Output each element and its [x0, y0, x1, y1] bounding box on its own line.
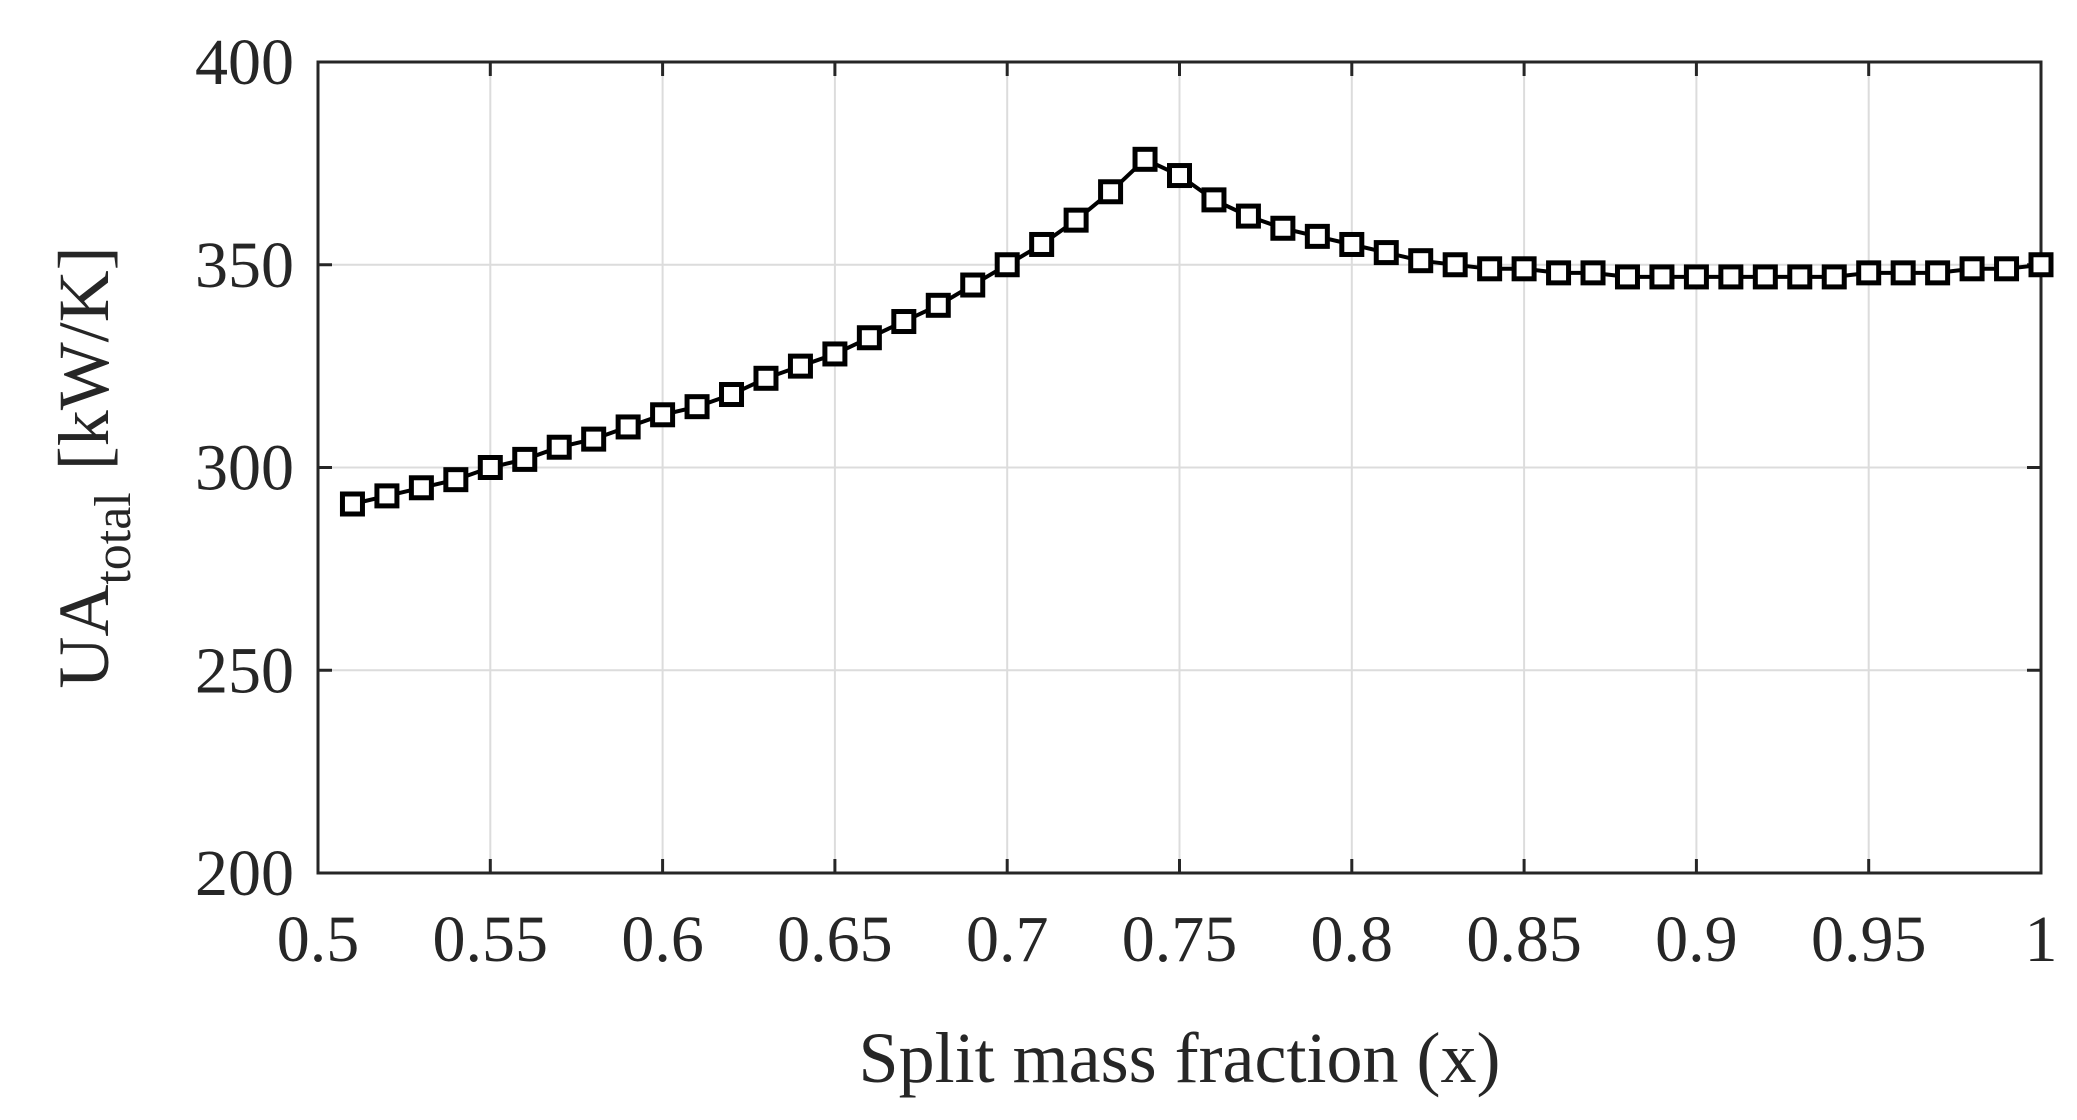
data-point — [1614, 264, 1640, 290]
y-tick-label: 350 — [195, 229, 294, 302]
data-point — [546, 434, 572, 460]
data-point — [1270, 215, 1296, 241]
data-point — [1718, 264, 1744, 290]
data-point — [1235, 203, 1261, 229]
data-point — [684, 394, 710, 420]
data-point — [1787, 264, 1813, 290]
y-tick-labels: 200 250 300 350 400 — [195, 26, 294, 910]
y-axis-title-subscript: total — [85, 492, 142, 584]
x-tick-label: 0.8 — [1311, 903, 1394, 976]
data-point — [2028, 252, 2054, 278]
x-tick-label: 0.9 — [1655, 903, 1738, 976]
data-point — [1477, 256, 1503, 282]
data-point — [719, 382, 745, 408]
data-point — [1959, 256, 1985, 282]
x-axis-title: Split mass fraction (x) — [859, 1018, 1501, 1098]
data-point — [615, 414, 641, 440]
data-point — [1029, 231, 1055, 257]
data-point — [1408, 248, 1434, 274]
series-line — [352, 156, 2042, 506]
data-point — [443, 467, 469, 493]
x-tick-label: 0.6 — [621, 903, 704, 976]
y-tick-label: 250 — [195, 634, 294, 707]
y-axis-title-units: [kW/K] — [44, 246, 124, 470]
y-tick-label: 200 — [195, 837, 294, 910]
x-tick-label: 0.85 — [1466, 903, 1582, 976]
data-point — [1752, 264, 1778, 290]
x-tick-label: 0.95 — [1811, 903, 1927, 976]
data-point — [1546, 260, 1572, 286]
data-point — [994, 252, 1020, 278]
data-point — [753, 365, 779, 391]
data-point — [477, 455, 503, 480]
x-tick-labels: 0.5 0.55 0.6 0.65 0.7 0.75 0.8 0.85 0.9 0.95 1 — [277, 903, 2058, 976]
data-point — [822, 341, 848, 367]
data-point — [1994, 256, 2020, 282]
x-tick-label: 0.5 — [277, 903, 360, 976]
data-point — [856, 325, 882, 351]
data-point — [650, 402, 676, 428]
y-axis-title: UAtotal [kW/K] — [44, 246, 142, 688]
data-point — [581, 426, 607, 452]
data-point — [891, 309, 917, 335]
axes-box — [316, 60, 2043, 875]
x-tick-label: 0.75 — [1122, 903, 1238, 976]
data-point — [1063, 207, 1089, 233]
data-point — [1304, 223, 1330, 249]
data-point — [1649, 264, 1675, 290]
data-point — [1373, 240, 1399, 266]
data-point — [960, 272, 986, 298]
data-point — [1098, 179, 1124, 205]
y-tick-label: 300 — [195, 432, 294, 505]
data-point — [374, 483, 400, 509]
y-tick-label: 400 — [195, 26, 294, 99]
data-point — [512, 446, 538, 472]
x-tick-label: 0.65 — [777, 903, 893, 976]
data-point — [1890, 260, 1916, 286]
data-point — [408, 475, 434, 501]
y-axis-title-main: UA — [44, 585, 124, 689]
data-point — [339, 491, 365, 517]
data-point — [1339, 231, 1365, 257]
data-point — [1511, 256, 1537, 282]
data-point — [1167, 163, 1192, 189]
data-point — [1442, 252, 1468, 278]
series-markers — [339, 146, 2054, 517]
data-point — [1683, 264, 1709, 290]
data-point — [1132, 146, 1158, 172]
x-tick-label: 1 — [2025, 903, 2058, 976]
data-point — [787, 353, 813, 379]
data-point — [925, 292, 951, 318]
data-point — [1580, 260, 1606, 286]
data-point — [1201, 187, 1227, 213]
x-tick-label: 0.55 — [433, 903, 549, 976]
data-point — [1925, 260, 1951, 286]
data-point — [1856, 260, 1882, 286]
data-point — [1821, 264, 1847, 290]
x-tick-label: 0.7 — [966, 903, 1049, 976]
